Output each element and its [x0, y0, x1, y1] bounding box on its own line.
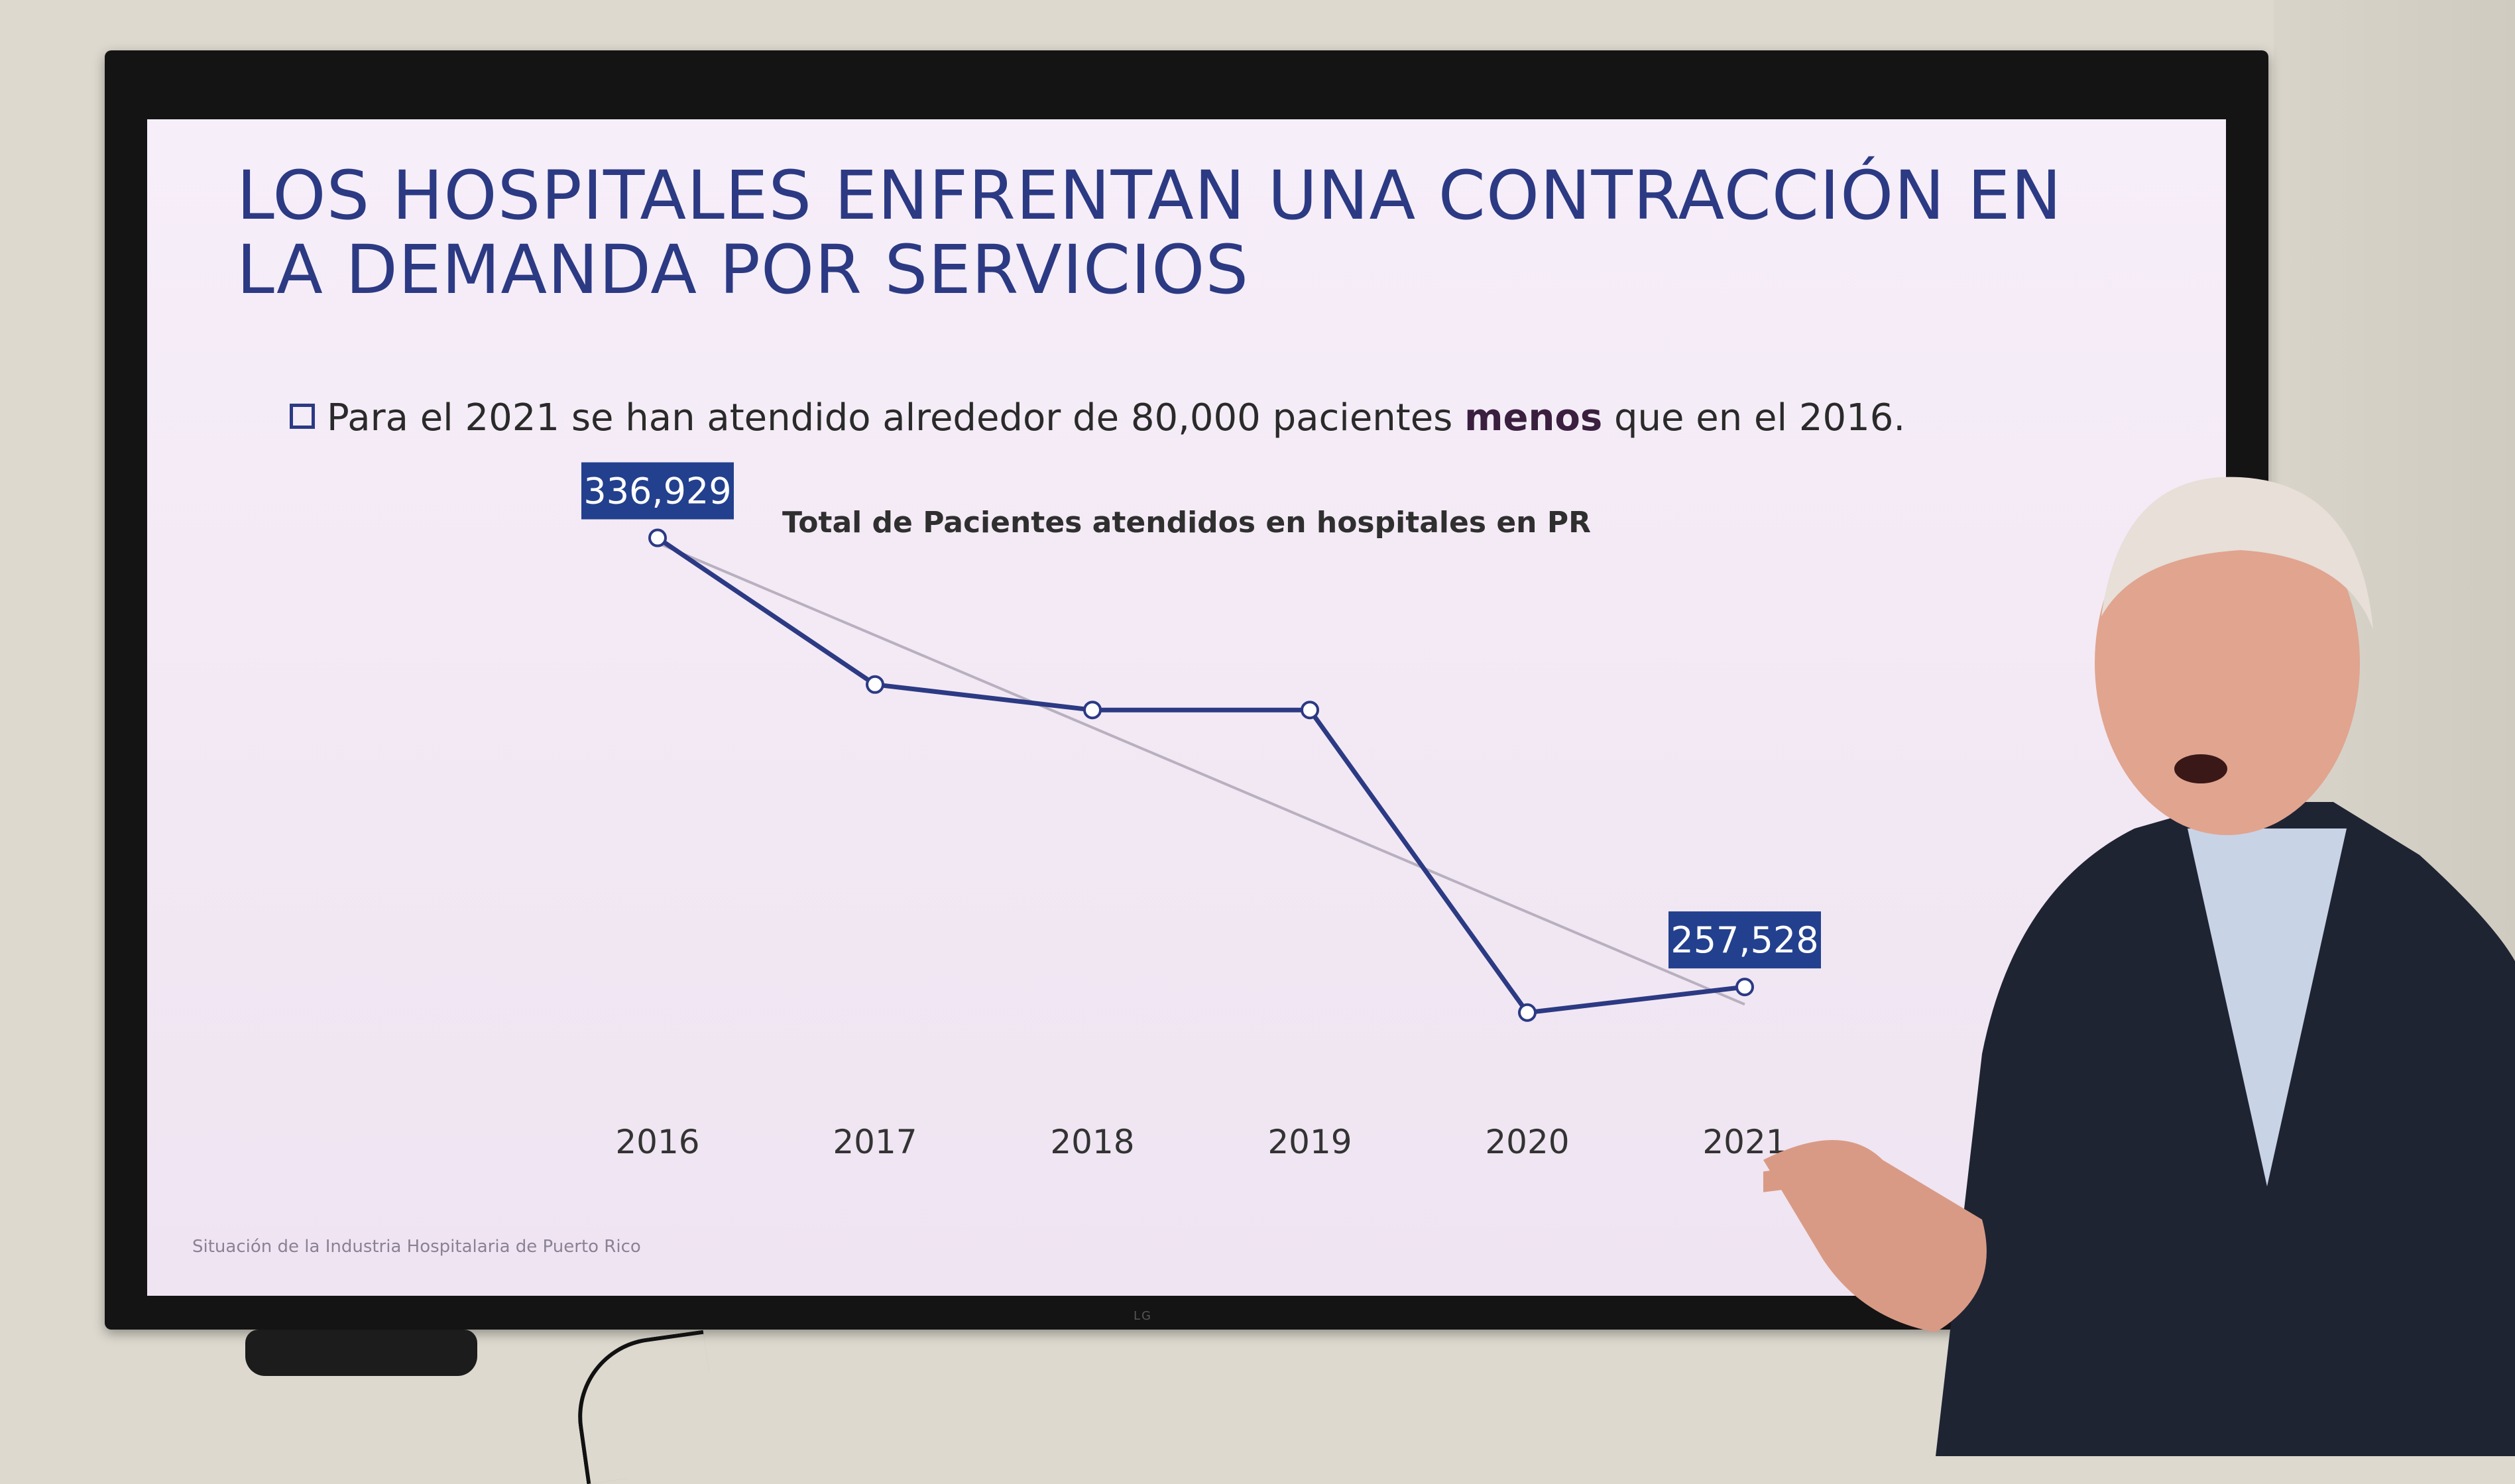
data-label-2021: 257,528: [1670, 919, 1818, 961]
slide-screen: LOS HOSPITALES ENFRENTAN UNA CONTRACCIÓN…: [147, 119, 2226, 1296]
x-tick-label-2018: 2018: [1050, 1123, 1134, 1161]
line-chart: 2016 2017 2018 2019 2020 2021 336,929 257,528: [581, 462, 1821, 1161]
tv-brand-logo: LG: [1134, 1309, 1152, 1323]
presenter-figure: [1763, 477, 2515, 1456]
presenter-hair: [2101, 477, 2373, 630]
data-point-2021: [1735, 978, 1754, 997]
data-point-2018: [1083, 701, 1102, 720]
presenter-finger: [1763, 1167, 1810, 1192]
data-point-2019: [1301, 701, 1319, 720]
slide-title: LOS HOSPITALES ENFRENTAN UNA CONTRACCIÓN…: [237, 159, 2159, 308]
tv-remote-device: [245, 1330, 477, 1376]
checkbox-bullet-icon: [290, 404, 315, 429]
series-line: [656, 536, 1745, 1015]
data-point-2017: [866, 675, 884, 694]
data-label-box-2016: [581, 462, 734, 520]
x-tick-label-2021: 2021: [1702, 1123, 1786, 1161]
bullet-text-before: Para el 2021 se han atendido alrededor d…: [327, 396, 1465, 439]
x-tick-label-2019: 2019: [1267, 1123, 1352, 1161]
data-label-2016: 336,929: [583, 471, 731, 512]
presenter-head: [2095, 490, 2360, 835]
tv-cable: [567, 1330, 723, 1484]
slide-title-line-1: LOS HOSPITALES ENFRENTAN UNA CONTRACCIÓN…: [237, 156, 2062, 235]
data-label-box-2021: [1668, 911, 1821, 969]
presenter-mouth: [2174, 754, 2227, 783]
slide-bullet: Para el 2021 se han atendido alrededor d…: [290, 396, 2079, 439]
bullet-text-after: que en el 2016.: [1602, 396, 1906, 439]
slide-footer: Situación de la Industria Hospitalaria d…: [192, 1237, 641, 1257]
presenter-jacket: [1936, 802, 2515, 1456]
trendline: [657, 542, 1745, 1006]
presenter-shirt: [2188, 828, 2347, 1186]
presenter-hand: [1763, 1140, 1987, 1332]
x-tick-label-2020: 2020: [1485, 1123, 1569, 1161]
chart-title: Total de Pacientes atendidos en hospital…: [782, 506, 1591, 540]
data-point-2020: [1518, 1003, 1537, 1022]
slide-title-line-2: LA DEMANDA POR SERVICIOS: [237, 231, 1250, 310]
data-point-2016: [648, 528, 667, 547]
x-tick-label-2017: 2017: [833, 1123, 917, 1161]
x-tick-label-2016: 2016: [615, 1123, 699, 1161]
bullet-text-bold: menos: [1464, 396, 1603, 439]
